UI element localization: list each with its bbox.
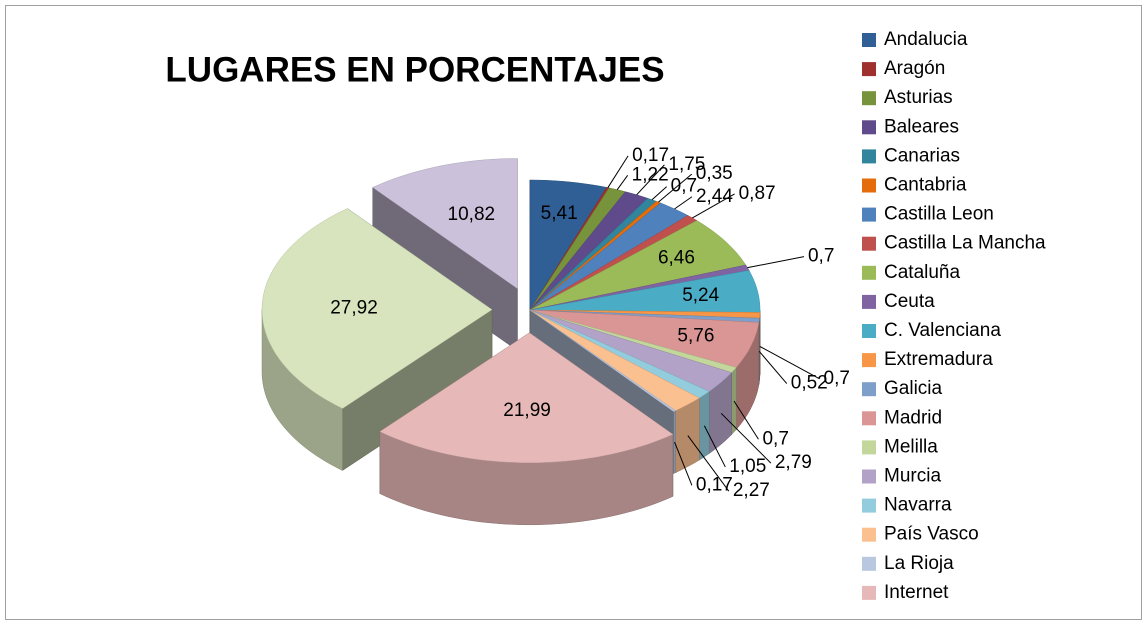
data-label: 2,79 (775, 452, 812, 473)
leader-line (720, 412, 772, 464)
leader-line (759, 345, 820, 380)
legend-swatch (862, 353, 876, 368)
legend-label: Canarias (884, 145, 960, 166)
data-label: 6,46 (658, 247, 695, 268)
data-label: 0,87 (739, 183, 776, 204)
data-label: 5,24 (682, 285, 719, 306)
slice (379, 332, 674, 464)
chart-title: LUGARES EN PORCENTAJES (165, 50, 664, 89)
legend-swatch (862, 324, 876, 338)
slice (372, 158, 518, 289)
legend-swatch (862, 62, 876, 77)
slice (529, 270, 761, 313)
data-label: 0,7 (671, 176, 697, 197)
leader-line (674, 196, 693, 210)
leader-line (636, 164, 665, 196)
slice (529, 309, 733, 392)
legend-swatch (862, 91, 876, 106)
slice (529, 202, 689, 311)
legend-swatch (862, 469, 876, 484)
legend-label: C. Valenciana (884, 320, 1001, 341)
legend-label: Madrid (884, 407, 942, 428)
leader-line (758, 351, 788, 384)
legend-label: Murcia (884, 466, 941, 487)
pie-tops (261, 158, 761, 464)
legend-label: Navarra (884, 495, 952, 516)
data-label: 1,22 (632, 164, 669, 185)
leader-line (616, 174, 629, 191)
legend-label: Aragón (884, 58, 945, 79)
slice (529, 309, 700, 411)
legend-swatch (862, 556, 876, 571)
leader-line (692, 193, 735, 219)
data-label: 5,41 (541, 203, 578, 224)
leader-line (674, 441, 693, 486)
leader-line (733, 400, 759, 440)
legend-label: Castilla Leon (884, 204, 994, 225)
leader-line (607, 155, 629, 188)
legend-swatch (862, 294, 876, 309)
data-label: 5,76 (677, 326, 714, 347)
legend-label: Ceuta (884, 291, 935, 312)
leader-line (747, 256, 805, 269)
legend-swatch (862, 440, 876, 455)
data-label: 2,27 (733, 480, 770, 501)
legend-label: Cataluña (884, 262, 960, 283)
data-label: 27,92 (330, 298, 378, 319)
legend-swatch (862, 33, 876, 47)
legend-swatch (862, 527, 876, 542)
legend-label: Internet (884, 582, 949, 603)
legend-swatch (862, 178, 876, 193)
legend-label: Andalucia (884, 29, 968, 50)
data-label: 0,52 (791, 373, 828, 394)
slice-side (699, 391, 710, 461)
data-label: 0,35 (696, 163, 733, 184)
legend-swatch (862, 411, 876, 426)
slice (529, 220, 747, 311)
data-label: 10,82 (448, 204, 496, 225)
legend-label: Extremadura (884, 349, 993, 370)
slice (529, 309, 760, 368)
legend-swatch (862, 382, 876, 397)
data-label: 1,75 (668, 154, 705, 175)
legend-label: Asturias (884, 87, 953, 108)
legend-swatch (862, 207, 876, 222)
data-label: 21,99 (503, 400, 551, 421)
slice (529, 179, 608, 311)
legend-label: La Rioja (884, 553, 954, 574)
legend-swatch (862, 236, 876, 251)
data-label: 0,7 (824, 368, 850, 389)
legend-label: Baleares (884, 116, 959, 137)
data-label: 2,44 (696, 186, 733, 207)
legend-label: País Vasco (884, 524, 979, 545)
data-label: 1,05 (729, 456, 766, 477)
data-label: 0,7 (762, 428, 788, 449)
data-label: 0,17 (696, 474, 733, 495)
data-label: 0,7 (808, 246, 834, 267)
legend-label: Melilla (884, 436, 938, 457)
legend-swatch (862, 120, 876, 135)
slice (529, 309, 677, 412)
leader-line (687, 435, 730, 492)
leader-line (658, 173, 693, 203)
legend-label: Galicia (884, 378, 943, 399)
legend-label: Cantabria (884, 175, 967, 196)
leader-line (651, 186, 667, 201)
legend-swatch (862, 149, 876, 164)
leader-line (703, 425, 726, 468)
legend-label: Castilla La Mancha (884, 233, 1046, 254)
legend-swatch (862, 498, 876, 513)
data-label: 0,17 (632, 145, 669, 166)
legend-swatch (862, 265, 876, 280)
slice (261, 208, 493, 409)
legend-swatch (862, 585, 876, 600)
